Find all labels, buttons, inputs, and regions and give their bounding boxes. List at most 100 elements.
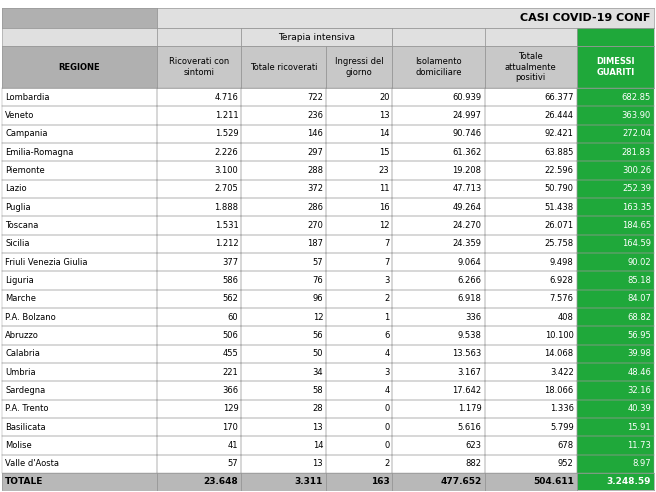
Bar [157, 106, 241, 124]
Bar [392, 473, 485, 490]
Bar [157, 473, 241, 490]
Bar [241, 106, 326, 124]
Text: 504.611: 504.611 [533, 477, 573, 486]
Text: 14: 14 [379, 129, 390, 138]
Text: 56.95: 56.95 [627, 331, 651, 340]
Bar [241, 473, 326, 490]
Text: 24.270: 24.270 [453, 221, 482, 230]
Text: 90.02: 90.02 [627, 258, 651, 267]
Bar [485, 216, 577, 235]
Text: 1.179: 1.179 [458, 404, 482, 413]
Bar [392, 180, 485, 198]
Text: 4: 4 [384, 349, 390, 358]
Text: 10.100: 10.100 [544, 331, 573, 340]
Text: 1.531: 1.531 [215, 221, 238, 230]
Text: 2: 2 [384, 294, 390, 304]
Bar [326, 271, 392, 290]
Text: 562: 562 [222, 294, 238, 304]
Text: 60.939: 60.939 [453, 92, 482, 102]
Bar [157, 216, 241, 235]
Text: 11.73: 11.73 [627, 441, 651, 450]
Bar [2, 235, 157, 253]
Text: P.A. Trento: P.A. Trento [5, 404, 49, 413]
Text: 300.26: 300.26 [622, 166, 651, 175]
Text: 57: 57 [228, 460, 238, 468]
Bar [157, 235, 241, 253]
Bar [485, 473, 577, 490]
Bar [577, 216, 654, 235]
Bar [2, 290, 157, 308]
Text: Umbria: Umbria [5, 368, 35, 377]
Text: 286: 286 [307, 203, 323, 212]
Text: P.A. Bolzano: P.A. Bolzano [5, 313, 56, 322]
Bar [485, 326, 577, 345]
Text: 50.790: 50.790 [544, 184, 573, 193]
Text: 366: 366 [222, 386, 238, 395]
Bar [326, 216, 392, 235]
Text: Abruzzo: Abruzzo [5, 331, 39, 340]
Bar [326, 400, 392, 418]
Bar [392, 290, 485, 308]
Bar [157, 198, 241, 216]
Text: Totale
attualmente
positivi: Totale attualmente positivi [504, 52, 556, 82]
Bar [241, 455, 326, 473]
Text: Campania: Campania [5, 129, 47, 138]
Bar [157, 436, 241, 455]
Text: DIMESSI
GUARITI: DIMESSI GUARITI [596, 57, 634, 77]
Bar [326, 235, 392, 253]
Bar [2, 0, 157, 8]
Bar [392, 455, 485, 473]
Text: 15: 15 [379, 148, 390, 156]
Text: 682.85: 682.85 [622, 92, 651, 102]
Bar [577, 345, 654, 363]
Bar [577, 161, 654, 180]
Text: 184.65: 184.65 [622, 221, 651, 230]
Bar [485, 363, 577, 381]
Bar [157, 381, 241, 400]
Text: 92.421: 92.421 [544, 129, 573, 138]
Bar [485, 235, 577, 253]
Bar [241, 143, 326, 161]
Bar [2, 308, 157, 326]
Bar [577, 400, 654, 418]
Bar [241, 418, 326, 436]
Text: 61.362: 61.362 [452, 148, 482, 156]
Bar [485, 418, 577, 436]
Bar [577, 28, 654, 46]
Text: 3.422: 3.422 [550, 368, 573, 377]
Bar [392, 124, 485, 143]
Text: 377: 377 [222, 258, 238, 267]
Bar [157, 124, 241, 143]
Text: 90.746: 90.746 [453, 129, 482, 138]
Text: 13: 13 [312, 460, 323, 468]
Bar [577, 106, 654, 124]
Text: 170: 170 [222, 423, 238, 431]
Bar [326, 308, 392, 326]
Bar [485, 198, 577, 216]
Text: 506: 506 [222, 331, 238, 340]
Bar [2, 46, 157, 88]
Text: 163.35: 163.35 [622, 203, 651, 212]
Bar [485, 381, 577, 400]
Text: 12: 12 [379, 221, 390, 230]
Text: 14.068: 14.068 [544, 349, 573, 358]
Bar [326, 418, 392, 436]
Bar [2, 326, 157, 345]
Text: 1.888: 1.888 [215, 203, 238, 212]
Text: 56: 56 [312, 331, 323, 340]
Bar [485, 28, 577, 46]
Text: 3: 3 [384, 368, 390, 377]
Bar [485, 143, 577, 161]
Bar [392, 326, 485, 345]
Bar [392, 143, 485, 161]
Bar [392, 28, 485, 46]
Text: 372: 372 [307, 184, 323, 193]
Text: Molise: Molise [5, 441, 31, 450]
Text: 6: 6 [384, 331, 390, 340]
Bar [392, 106, 485, 124]
Bar [577, 455, 654, 473]
Bar [485, 180, 577, 198]
Bar [326, 161, 392, 180]
Text: Emilia-Romagna: Emilia-Romagna [5, 148, 73, 156]
Bar [577, 308, 654, 326]
